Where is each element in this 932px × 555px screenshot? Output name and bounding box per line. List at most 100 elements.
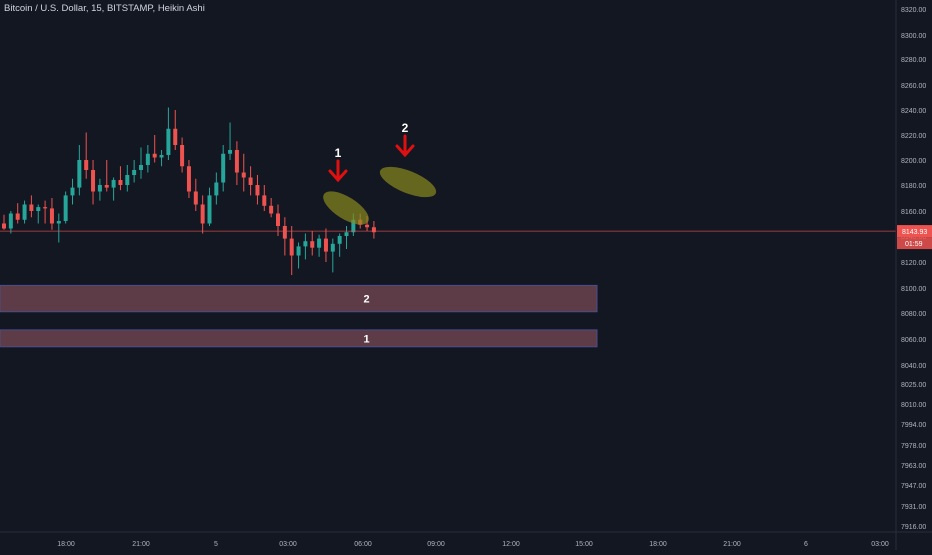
candle-body[interactable]: [255, 185, 260, 196]
price-tick-label: 8180.00: [901, 183, 926, 190]
candle-body[interactable]: [77, 160, 82, 188]
price-tick-label: 8220.00: [901, 133, 926, 140]
candle-body[interactable]: [173, 128, 178, 145]
time-tick-label: 21:00: [723, 541, 741, 548]
countdown-tag: [897, 237, 932, 250]
price-tick-label: 8010.00: [901, 402, 926, 409]
candle-body[interactable]: [180, 145, 185, 167]
candle-body[interactable]: [152, 153, 157, 158]
candle-body[interactable]: [282, 226, 287, 239]
candle-body[interactable]: [125, 175, 130, 185]
price-tick-label: 8080.00: [901, 311, 926, 318]
candle-body[interactable]: [248, 177, 253, 186]
zone-1-rect[interactable]: [0, 329, 598, 348]
candle-body[interactable]: [365, 224, 370, 228]
candle-body[interactable]: [43, 207, 48, 209]
candle-body[interactable]: [310, 241, 315, 248]
candle-body[interactable]: [159, 155, 164, 158]
candle-body[interactable]: [111, 180, 116, 188]
time-tick-label: 18:00: [649, 541, 667, 548]
candle-body[interactable]: [22, 204, 27, 220]
price-tick-label: 8320.00: [901, 7, 926, 14]
price-tick-label: 8200.00: [901, 158, 926, 165]
candle-body[interactable]: [97, 185, 102, 192]
candle-body[interactable]: [70, 187, 75, 196]
candle-body[interactable]: [269, 205, 274, 214]
candle-body[interactable]: [186, 166, 191, 192]
time-tick-label: 03:00: [871, 541, 889, 548]
candle-body[interactable]: [2, 223, 6, 229]
candle-body[interactable]: [344, 232, 349, 236]
time-tick-label: 18:00: [57, 541, 75, 548]
last-price-tag[interactable]: [897, 225, 932, 238]
price-tick-label: 8060.00: [901, 337, 926, 344]
candle-body[interactable]: [29, 204, 34, 212]
candle-body[interactable]: [132, 170, 137, 175]
candle-body[interactable]: [214, 182, 219, 196]
price-tick-label: 8160.00: [901, 209, 926, 216]
candle-body[interactable]: [371, 227, 376, 233]
symbol-title[interactable]: Bitcoin / U.S. Dollar, 15, BITSTAMP, Hei…: [4, 3, 205, 14]
zone-1-label: 1: [363, 333, 369, 345]
candle-body[interactable]: [193, 191, 198, 205]
candle-body[interactable]: [207, 195, 212, 224]
time-tick-label: 15:00: [575, 541, 593, 548]
candle-body[interactable]: [8, 213, 13, 229]
candle-body[interactable]: [228, 150, 233, 154]
candle-body[interactable]: [84, 160, 89, 170]
candle-body[interactable]: [234, 150, 239, 173]
highlight-ellipse-1[interactable]: [318, 185, 374, 231]
candle-body[interactable]: [241, 172, 246, 178]
candle-body[interactable]: [276, 213, 280, 227]
candle-body[interactable]: [351, 219, 356, 233]
candle-body[interactable]: [36, 207, 41, 211]
candle-body[interactable]: [56, 221, 61, 224]
arrow-down-1-icon[interactable]: [328, 159, 348, 183]
price-tick-label: 8100.00: [901, 286, 926, 293]
candle-body[interactable]: [323, 238, 328, 252]
candle-body[interactable]: [145, 153, 150, 165]
arrow-down-1-label: 1: [335, 146, 342, 160]
price-tick-label: 8300.00: [901, 33, 926, 40]
time-tick-label: 6: [804, 541, 808, 548]
candle-body[interactable]: [91, 170, 96, 192]
price-tick-label: 8120.00: [901, 260, 926, 267]
countdown-tag-label: 01:59: [905, 241, 923, 248]
candle-body[interactable]: [289, 238, 294, 256]
candle-body[interactable]: [337, 236, 342, 244]
price-tick-label: 8280.00: [901, 57, 926, 64]
price-tick-label: 8025.00: [901, 382, 926, 389]
candle-body[interactable]: [118, 180, 123, 185]
candle-body[interactable]: [262, 195, 267, 206]
candle-body[interactable]: [221, 153, 226, 183]
candle-body[interactable]: [63, 195, 68, 221]
candle-body[interactable]: [317, 238, 322, 248]
candle-body[interactable]: [104, 185, 109, 188]
time-tick-label: 09:00: [427, 541, 445, 548]
price-tick-label: 8260.00: [901, 83, 926, 90]
arrow-down-2-icon[interactable]: [395, 134, 415, 158]
candle-body[interactable]: [15, 213, 20, 220]
candle-body[interactable]: [303, 241, 308, 247]
zone-2-rect[interactable]: [0, 284, 598, 313]
last-price-tag-label: 8143.93: [902, 229, 927, 236]
candle-body[interactable]: [296, 246, 301, 256]
price-tick-label: 7978.00: [901, 443, 926, 450]
candle-body[interactable]: [200, 204, 205, 224]
time-tick-label: 12:00: [502, 541, 520, 548]
candle-body[interactable]: [139, 165, 143, 170]
time-tick-label: 21:00: [132, 541, 150, 548]
candle-body[interactable]: [330, 243, 335, 252]
price-tick-label: 7994.00: [901, 422, 926, 429]
candle-body[interactable]: [49, 208, 54, 224]
time-tick-label: 03:00: [279, 541, 297, 548]
arrow-down-2-label: 2: [402, 121, 409, 135]
time-tick-label: 06:00: [354, 541, 372, 548]
price-tick-label: 8240.00: [901, 108, 926, 115]
price-tick-label: 7916.00: [901, 524, 926, 531]
candle-body[interactable]: [166, 128, 171, 155]
highlight-ellipse-2[interactable]: [376, 161, 440, 204]
